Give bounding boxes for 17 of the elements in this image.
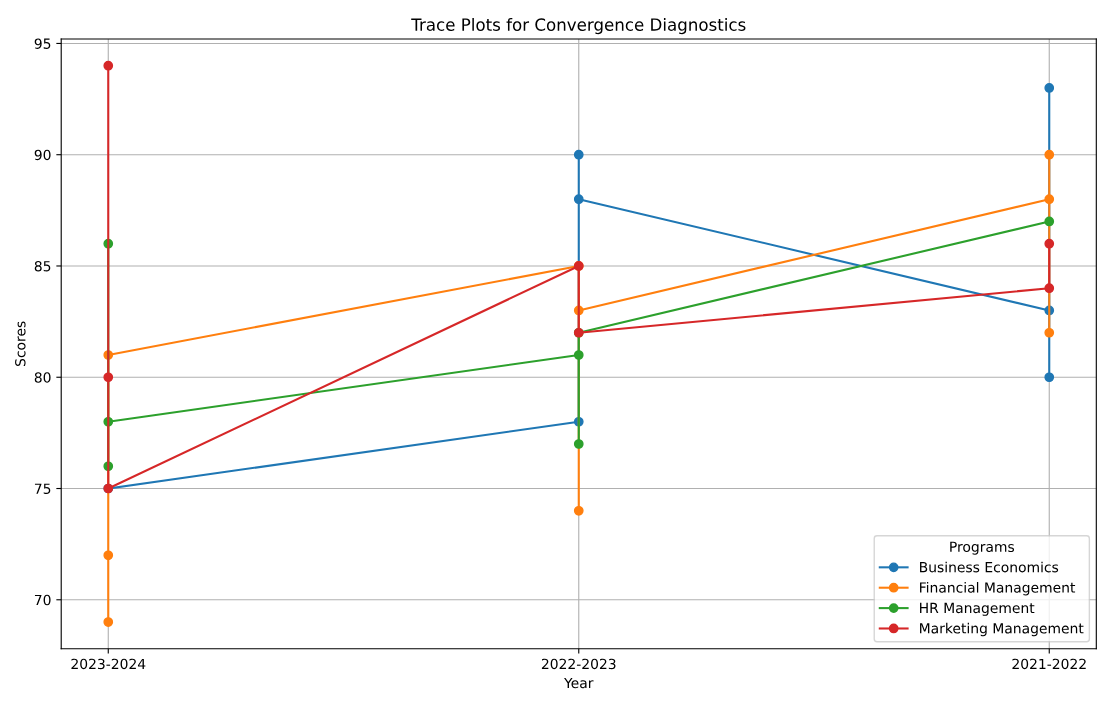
- x-tick-label: 2023-2024: [71, 658, 146, 670]
- x-tick-label: 2022-2023: [541, 658, 616, 670]
- legend-title: Programs: [950, 541, 1015, 555]
- x-axis-title: Year: [564, 677, 594, 689]
- legend-label: Business Economics: [920, 561, 1059, 573]
- y-tick-label: 90: [34, 149, 51, 161]
- y-tick-label: 80: [34, 372, 51, 383]
- legend-label: HR Management: [920, 602, 1035, 616]
- y-tick-label: 95: [34, 38, 51, 49]
- y-tick-label: 70: [34, 594, 51, 606]
- y-axis-title: Scores: [15, 321, 26, 367]
- y-tick-label: 75: [34, 483, 51, 494]
- legend-label: Financial Management: [920, 582, 1076, 596]
- chart-title: Trace Plots for Convergence Diagnostics: [411, 18, 746, 35]
- y-tick-label: 85: [34, 260, 51, 272]
- legend-label: Marketing Management: [920, 622, 1084, 637]
- x-tick-label: 2021-2022: [1012, 658, 1086, 670]
